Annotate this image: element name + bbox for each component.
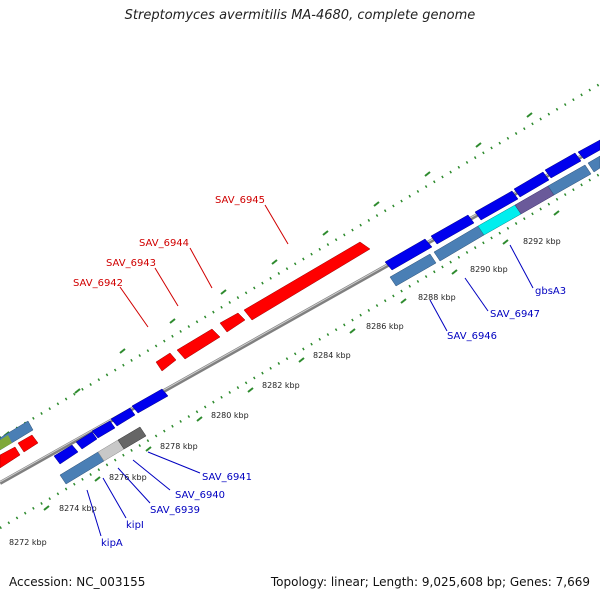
label-kipa[interactable]: kipA bbox=[101, 538, 123, 549]
gene-sav-6943[interactable] bbox=[176, 328, 221, 360]
tick-label: 8290 kbp bbox=[470, 265, 508, 274]
reverse-genes bbox=[53, 139, 600, 465]
cds-bar[interactable] bbox=[389, 253, 437, 287]
upper-tick-track bbox=[0, 82, 600, 440]
label-sav-6947[interactable]: SAV_6947 bbox=[490, 309, 540, 320]
tick-label: 8274 kbp bbox=[59, 504, 97, 513]
tick-label: 8280 kbp bbox=[211, 411, 249, 420]
label-sav-6946[interactable]: SAV_6946 bbox=[447, 331, 497, 342]
label-sav-6943[interactable]: SAV_6943 bbox=[106, 258, 156, 269]
tick-label: 8276 kbp bbox=[109, 473, 147, 482]
cds-bar[interactable] bbox=[587, 155, 600, 173]
label-kipi[interactable]: kipI bbox=[126, 520, 144, 531]
cds-bar-dark-grey[interactable] bbox=[117, 426, 147, 450]
gene-left-edge-red-2[interactable] bbox=[17, 434, 39, 453]
map-title: Streptomyces avermitilis MA-4680, comple… bbox=[124, 8, 476, 23]
cds-features bbox=[0, 155, 600, 485]
tick-label: 8288 kbp bbox=[418, 293, 456, 302]
genome-summary-text: Topology: linear; Length: 9,025,608 bp; … bbox=[270, 575, 590, 589]
cds-bar-green[interactable] bbox=[0, 435, 12, 450]
gene-sav-6945[interactable] bbox=[243, 241, 371, 321]
gene-sav-6940[interactable] bbox=[110, 407, 136, 427]
tick-label: 8278 kbp bbox=[160, 442, 198, 451]
reverse-leader-lines bbox=[86, 244, 534, 537]
gene-right-blue-2[interactable] bbox=[544, 152, 582, 179]
lower-major-ticks bbox=[43, 210, 560, 511]
gene-sav-6941[interactable] bbox=[131, 388, 169, 414]
cds-bar[interactable] bbox=[547, 164, 592, 196]
lower-tick-track bbox=[0, 172, 600, 530]
gene-left-edge-red[interactable] bbox=[0, 446, 21, 469]
gene-right-blue-3[interactable] bbox=[577, 139, 600, 160]
label-sav-6945[interactable]: SAV_6945 bbox=[215, 195, 265, 206]
gene-sav-6939[interactable] bbox=[91, 420, 116, 439]
gene-sav-6947[interactable] bbox=[430, 214, 475, 245]
label-sav-6939[interactable]: SAV_6939 bbox=[150, 505, 200, 516]
gene-sav-6944[interactable] bbox=[219, 312, 246, 333]
label-gbsa3[interactable]: gbsA3 bbox=[535, 286, 566, 297]
forward-leader-lines bbox=[119, 204, 289, 328]
gene-kipa[interactable] bbox=[53, 444, 79, 465]
gene-right-blue-1[interactable] bbox=[513, 171, 550, 198]
label-sav-6942[interactable]: SAV_6942 bbox=[73, 278, 123, 289]
upper-major-ticks bbox=[3, 112, 533, 437]
forward-genes bbox=[0, 241, 371, 469]
label-sav-6944[interactable]: SAV_6944 bbox=[139, 238, 189, 249]
gene-kipi[interactable] bbox=[75, 431, 98, 450]
gene-sav-6942[interactable] bbox=[155, 352, 177, 372]
gene-sav-6946[interactable] bbox=[384, 238, 433, 271]
tick-label: 8282 kbp bbox=[262, 381, 300, 390]
gene-gbsa3[interactable] bbox=[474, 190, 519, 221]
tick-label: 8284 kbp bbox=[313, 351, 351, 360]
tick-label: 8286 kbp bbox=[366, 322, 404, 331]
label-sav-6940[interactable]: SAV_6940 bbox=[175, 490, 225, 501]
accession-text: Accession: NC_003155 bbox=[9, 575, 146, 589]
label-sav-6941[interactable]: SAV_6941 bbox=[202, 472, 252, 483]
tick-label: 8272 kbp bbox=[9, 538, 47, 547]
tick-label: 8292 kbp bbox=[523, 237, 561, 246]
